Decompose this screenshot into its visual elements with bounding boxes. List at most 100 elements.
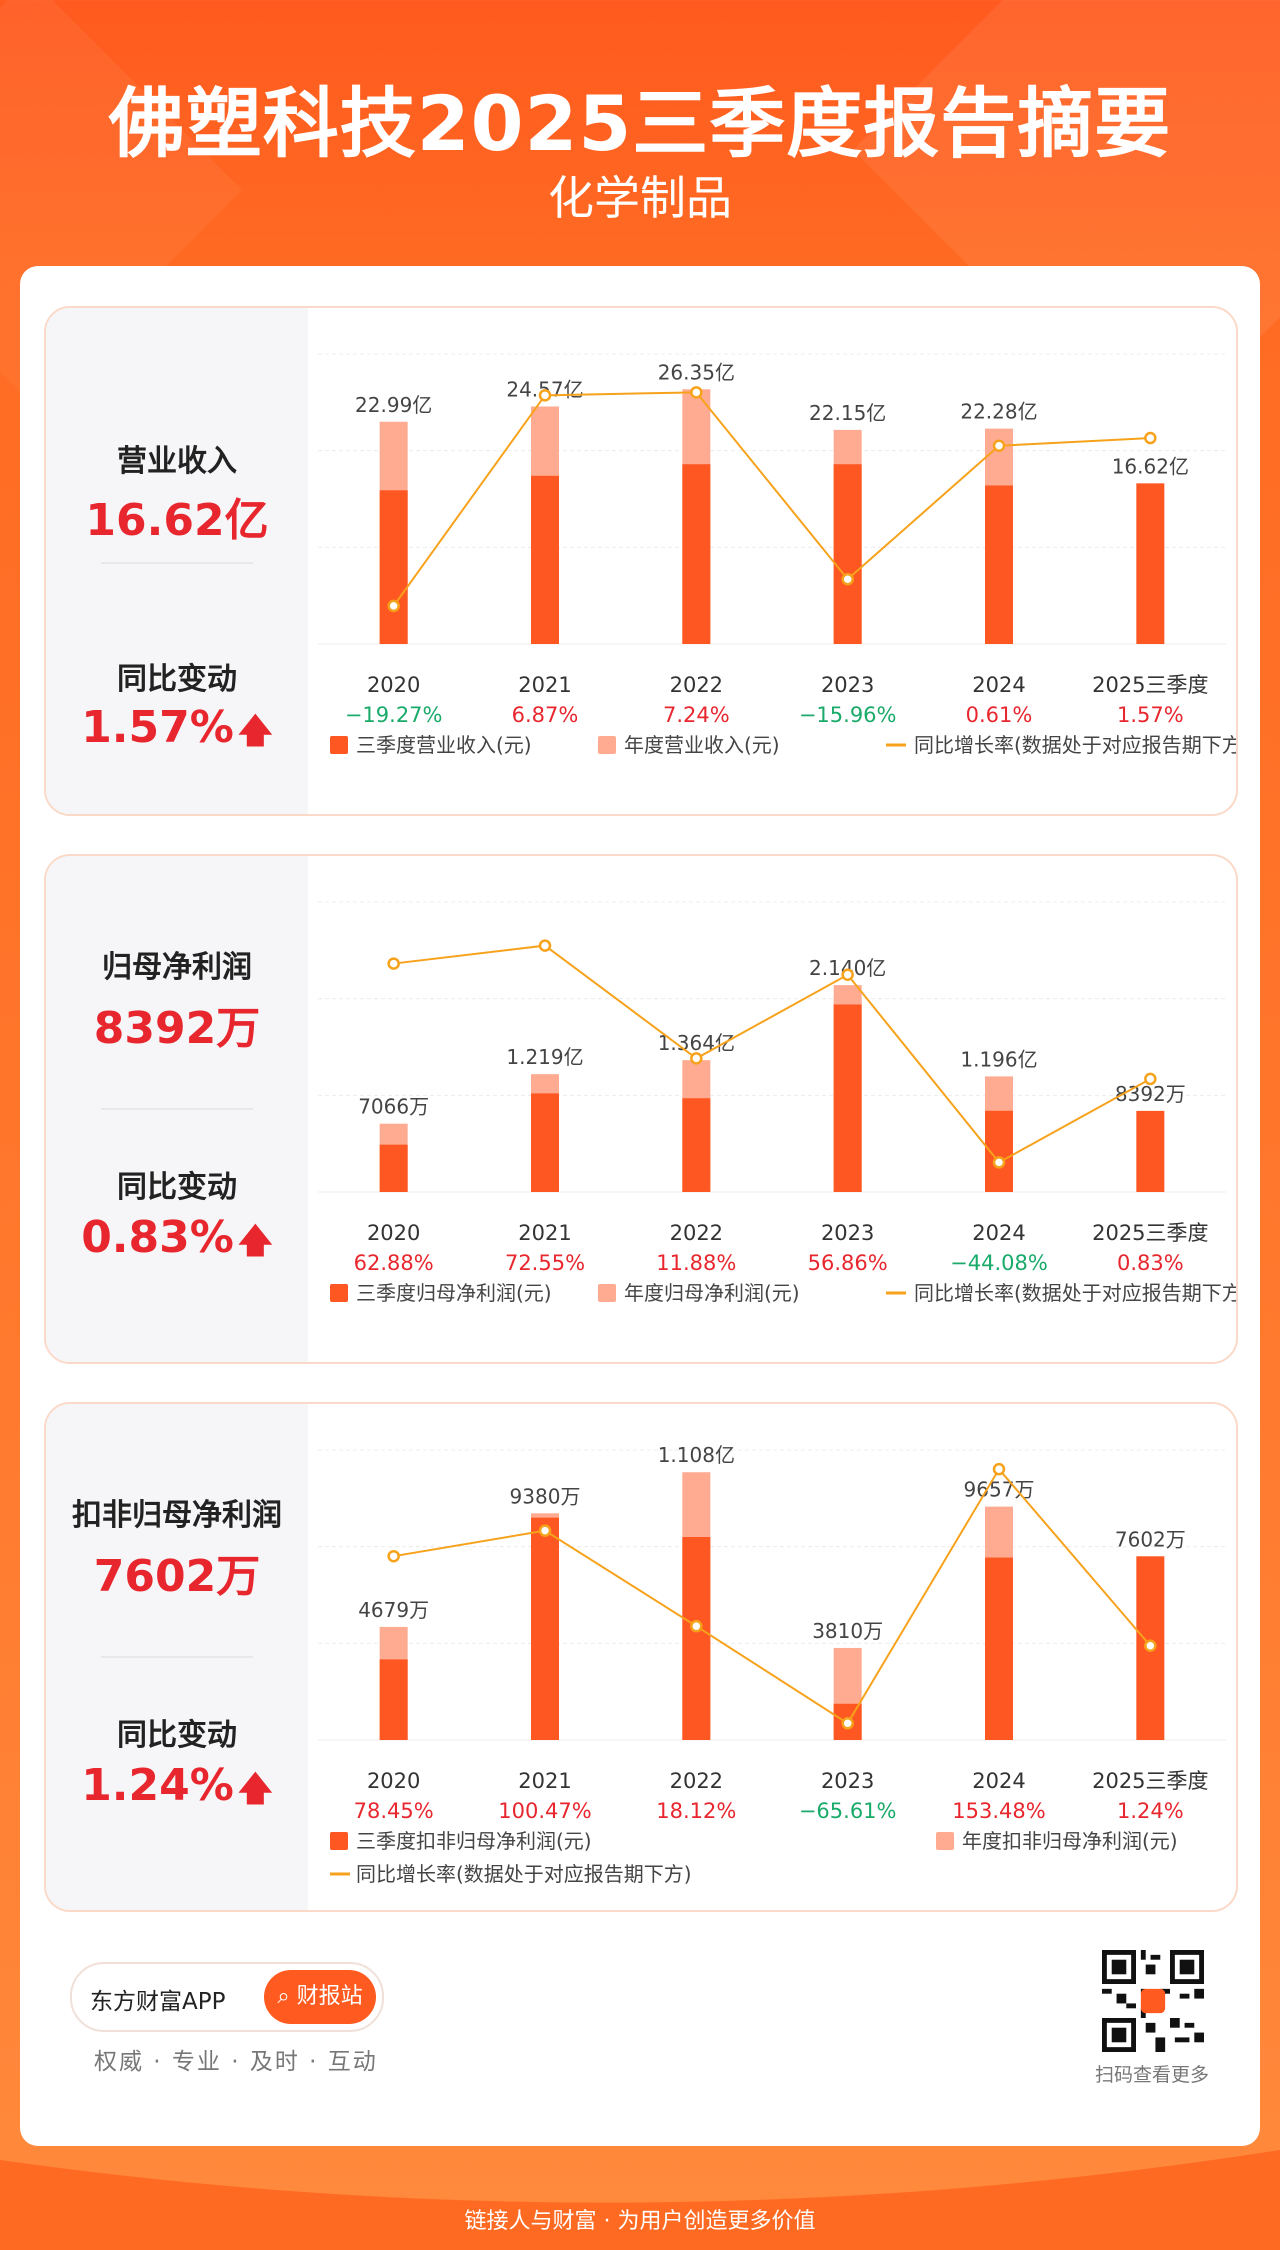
quarter-bar (531, 1517, 559, 1740)
quarter-bar (531, 475, 559, 644)
app-pill[interactable]: 东方财富APP ⌕ 财报站 (70, 1962, 384, 2032)
legend-label: 三季度扣非归母净利润(元) (356, 1829, 592, 1853)
growth-point (387, 957, 400, 970)
bar-value-label: 1.108亿 (658, 1443, 735, 1467)
growth-label: 18.12% (656, 1799, 736, 1823)
quarter-bar (682, 1537, 711, 1740)
change-label: 同比变动 (117, 662, 237, 697)
growth-point (387, 599, 400, 613)
deducted-profit-summary: 扣非归母净利润 7602万 同比变动 1.24% 🡅 (46, 1404, 308, 1910)
change-value: 1.57% 🡅 (81, 702, 273, 753)
revenue-summary: 营业收入 16.62亿 同比变动 1.57% 🡅 (46, 308, 308, 814)
change-value: 1.24% 🡅 (81, 1760, 273, 1811)
legend-label: 年度扣非归母净利润(元) (962, 1829, 1178, 1853)
revenue-panel: 营业收入 16.62亿 同比变动 1.57% 🡅 22.99亿 2020 −19.27… (44, 306, 1238, 816)
quarter-bar (379, 1144, 408, 1192)
bar-value-label: 9380万 (510, 1484, 581, 1508)
report-station-button[interactable]: ⌕ 财报站 (264, 1970, 376, 2024)
growth-point (992, 439, 1006, 453)
growth-label: 153.48% (952, 1799, 1045, 1823)
growth-label: 1.24% (1117, 1799, 1184, 1823)
metric-label: 扣非归母净利润 (72, 1498, 282, 1533)
growth-point (992, 1156, 1006, 1169)
growth-point (1144, 431, 1157, 445)
deducted-profit-chart: 4679万 2020 78.45% 9380万 2021 100.47% 1.108亿 202… (318, 1443, 1226, 1886)
growth-label: 72.55% (505, 1251, 585, 1275)
app-name: 东方财富APP (90, 1989, 226, 2015)
arrow-up-icon: 🡅 (237, 1769, 273, 1809)
quarter-bar (833, 464, 862, 644)
quarter-bar (531, 1093, 559, 1192)
x-tick-label: 2020 (367, 1221, 420, 1245)
growth-label: 0.61% (966, 703, 1033, 727)
x-tick-label: 2021 (518, 1769, 571, 1793)
growth-label: 7.24% (663, 703, 730, 727)
report-card: 营业收入 16.62亿 同比变动 1.57% 🡅 22.99亿 2020 −19.27… (20, 266, 1260, 2146)
bar-value-label: 16.62亿 (1112, 454, 1189, 478)
x-tick-label: 2025三季度 (1092, 673, 1208, 697)
legend-swatch-quarter (330, 1832, 348, 1850)
change-value: 0.83% 🡅 (81, 1212, 273, 1263)
x-tick-label: 2020 (367, 673, 420, 697)
legend-label: 同比增长率(数据处于对应报告期下方) (914, 1281, 1236, 1305)
quarter-bar (985, 1557, 1013, 1740)
search-icon: ⌕ (277, 1984, 290, 2009)
growth-point (538, 939, 552, 952)
growth-label: 1.57% (1117, 703, 1184, 727)
x-tick-label: 2025三季度 (1092, 1221, 1208, 1245)
qr-code-icon (1102, 1950, 1204, 2052)
quarter-bar (682, 464, 711, 644)
x-tick-label: 2022 (670, 673, 723, 697)
bar-value-label: 1.219亿 (506, 1045, 583, 1069)
bar-value-label: 7066万 (358, 1095, 429, 1119)
growth-line (392, 391, 1151, 607)
bar-value-label: 26.35亿 (658, 360, 735, 384)
page-title: 佛塑科技2025三季度报告摘要 (108, 79, 1172, 168)
growth-label: 56.86% (808, 1251, 888, 1275)
growth-label: −65.61% (799, 1799, 897, 1823)
legend-swatch-annual (936, 1832, 954, 1850)
revenue-chart: 22.99亿2020−19.27%24.57亿20216.87%26.35亿20… (318, 353, 1236, 757)
growth-point (538, 389, 552, 402)
x-tick-label: 2024 (972, 1769, 1025, 1793)
growth-label: 0.83% (1117, 1251, 1184, 1275)
x-tick-label: 2022 (670, 1221, 723, 1245)
growth-line (393, 944, 1151, 1164)
growth-point (690, 1052, 703, 1065)
qr-caption: 扫码查看更多 (1094, 2064, 1209, 2086)
growth-point (1144, 1072, 1157, 1086)
legend-swatch-quarter (330, 1284, 348, 1302)
net-profit-summary: 归母净利润 8392万 同比变动 0.83% 🡅 (46, 856, 308, 1362)
x-tick-label: 2020 (367, 1769, 420, 1793)
x-tick-label: 2024 (972, 673, 1025, 697)
x-tick-label: 2025三季度 (1092, 1769, 1208, 1793)
change-label: 同比变动 (117, 1718, 237, 1753)
legend-label: 同比增长率(数据处于对应报告期下方) (356, 1862, 692, 1886)
x-tick-label: 2024 (972, 1221, 1025, 1245)
bottom-tagline: 链接人与财富 · 为用户创造更多价值 (464, 2209, 816, 2234)
x-tick-label: 2021 (518, 1221, 571, 1245)
x-tick-label: 2021 (518, 673, 571, 697)
quarter-bar (833, 1004, 862, 1192)
growth-point (387, 1549, 400, 1563)
growth-point (1144, 1639, 1157, 1653)
x-tick-label: 2023 (821, 673, 874, 697)
net-profit-chart: 7066万202062.88%1.219亿202172.55%1.364亿202… (318, 901, 1236, 1305)
bar-value-label: 7602万 (1115, 1527, 1186, 1551)
growth-line (393, 1467, 1152, 1725)
x-tick-label: 2022 (670, 1769, 723, 1793)
deducted-profit-panel: 扣非归母净利润 7602万 同比变动 1.24% 🡅 4679万 2020 78.45… (44, 1402, 1238, 1912)
bottom-wave (0, 2150, 1280, 2250)
bar-value-label: 8392万 (1115, 1082, 1186, 1106)
quarter-bar (1136, 1110, 1165, 1192)
metric-value: 16.62亿 (85, 495, 269, 546)
growth-label: 62.88% (354, 1251, 434, 1275)
legend-label: 年度营业收入(元) (624, 733, 780, 757)
quarter-bar (985, 485, 1013, 644)
growth-label: −44.08% (950, 1251, 1048, 1275)
growth-point (841, 572, 854, 586)
growth-point (841, 1717, 854, 1730)
metric-label: 营业收入 (117, 444, 237, 479)
bar-value-label: 1.196亿 (960, 1047, 1037, 1071)
growth-label: 100.47% (498, 1799, 591, 1823)
